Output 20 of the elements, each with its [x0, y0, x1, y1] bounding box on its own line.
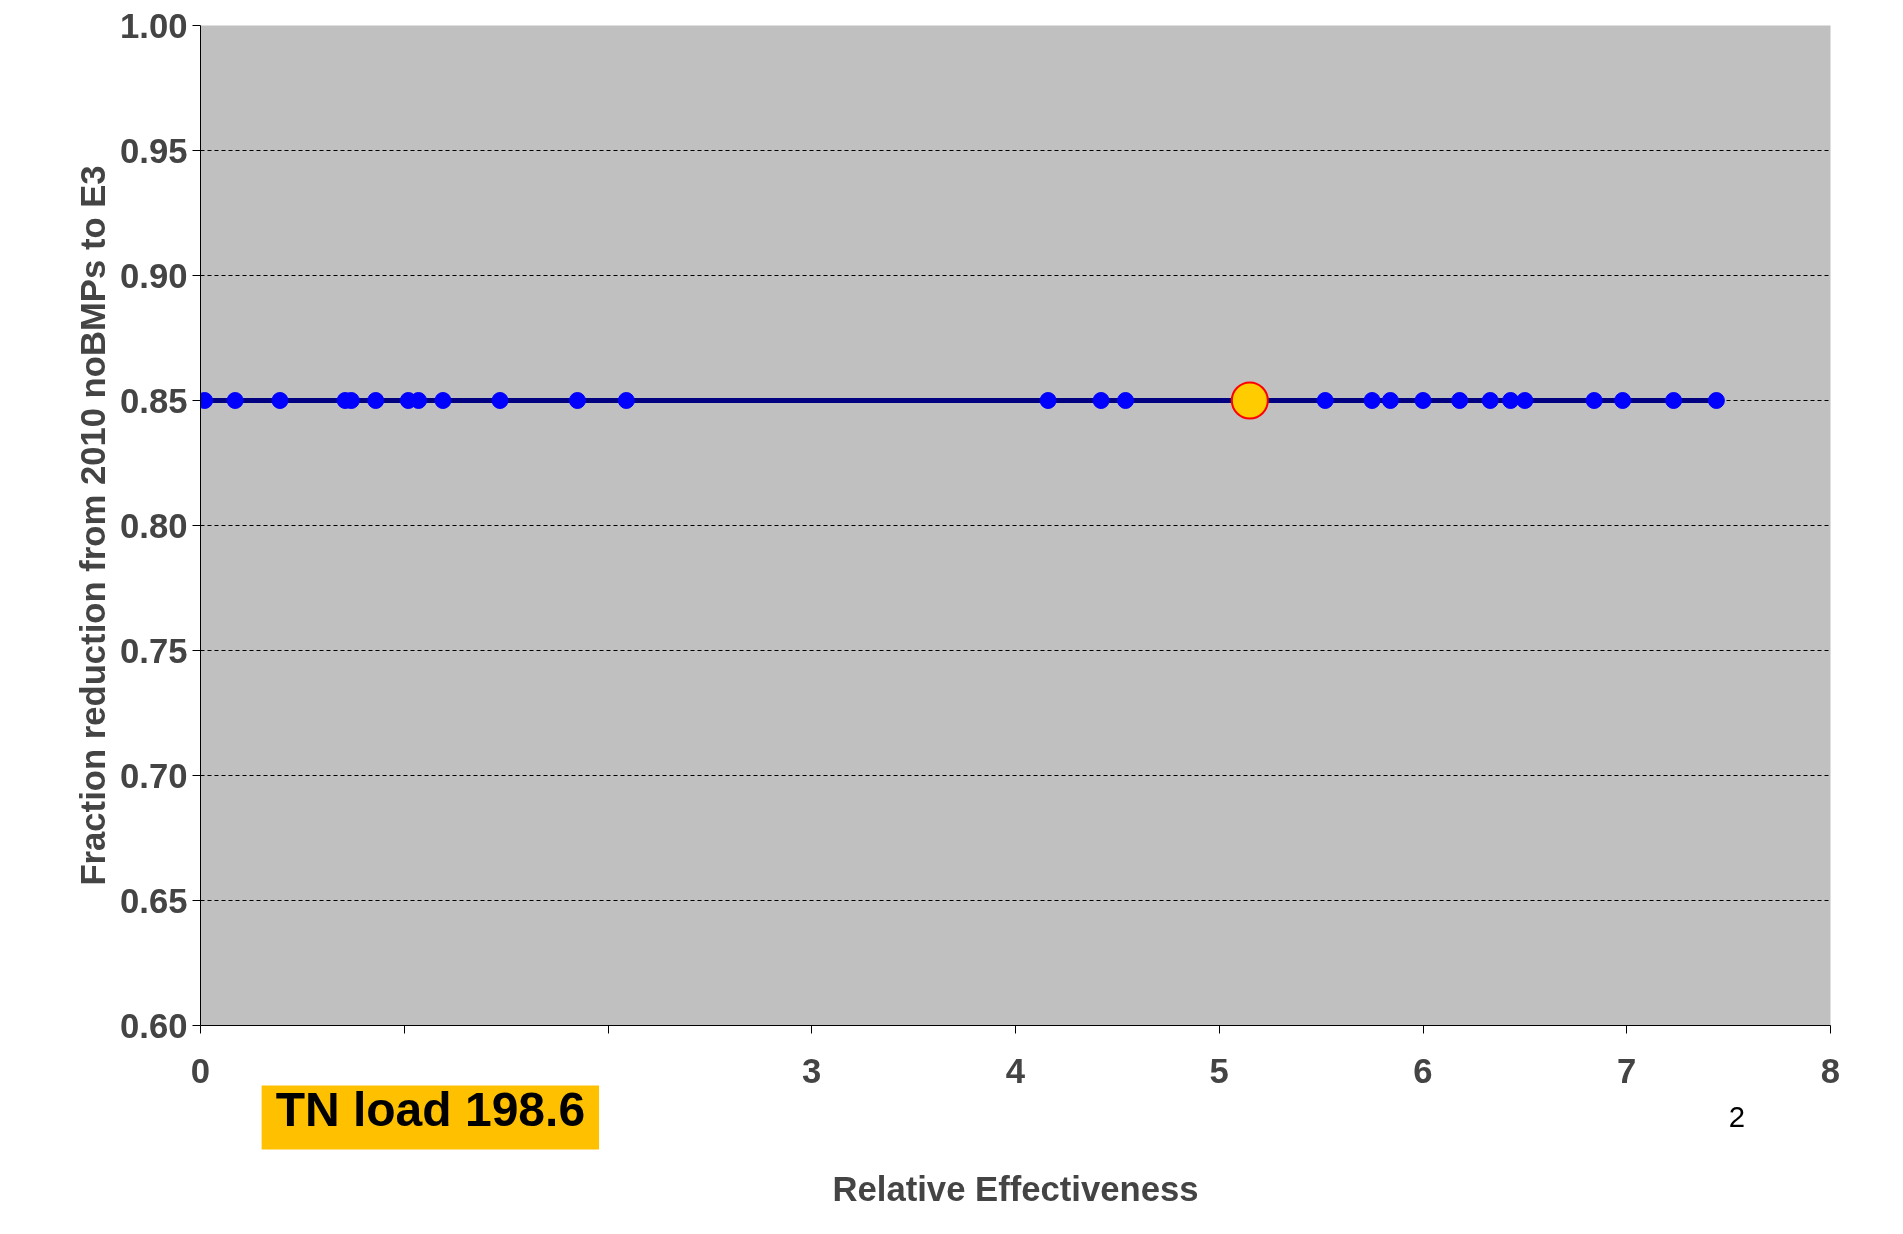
- y-tick-label: 0.95: [120, 131, 188, 170]
- y-tick-label: 0.80: [120, 506, 188, 545]
- y-tick-label: 0.70: [120, 756, 188, 795]
- x-tick-label: 3: [802, 1051, 822, 1090]
- x-tick-label: 5: [1209, 1051, 1229, 1090]
- text: TN load 198.6: [275, 1082, 586, 1136]
- y-tick-label: 0.75: [120, 631, 188, 670]
- x-axis-title: Relative Effectiveness: [832, 1169, 1199, 1208]
- x-tick-label: 7: [1617, 1051, 1637, 1090]
- y-tick-label: 0.60: [120, 1006, 188, 1045]
- y-tick-label: 0.85: [120, 381, 188, 420]
- y-axis-title: Fraction reduction from 2010 noBMPs to E3: [74, 165, 113, 886]
- y-tick-label: 1.00: [120, 6, 188, 45]
- text: 2: [1728, 1100, 1745, 1134]
- x-tick-label: 6: [1413, 1051, 1433, 1090]
- y-tick-label: 0.90: [120, 256, 188, 295]
- x-tick-label: 4: [1005, 1051, 1026, 1090]
- x-tick-label: 8: [1820, 1051, 1841, 1090]
- x-tick-label: 0: [190, 1051, 211, 1090]
- y-tick-label: 0.65: [120, 881, 188, 920]
